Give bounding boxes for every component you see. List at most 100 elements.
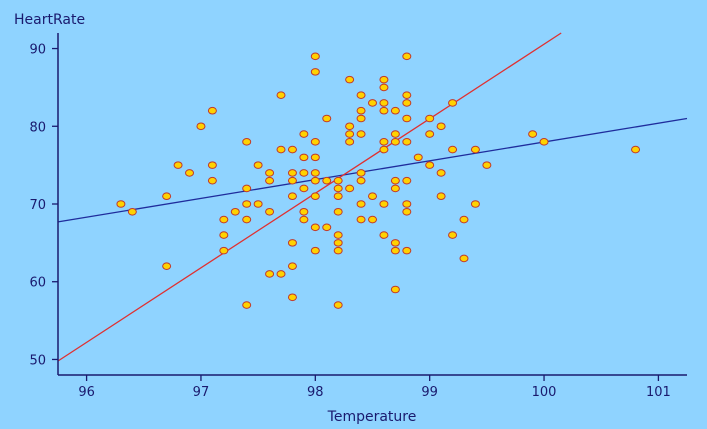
data-point [390, 106, 400, 115]
data-point [287, 293, 297, 302]
data-point [379, 83, 389, 92]
data-point [333, 207, 343, 216]
data-point [436, 122, 446, 131]
data-point [379, 200, 389, 208]
data-point [265, 270, 275, 278]
data-point [402, 114, 412, 123]
data-point [333, 192, 343, 201]
data-point [379, 138, 389, 146]
data-point [390, 138, 400, 146]
data-point [425, 161, 435, 169]
data-point [276, 145, 286, 154]
data-point [242, 184, 252, 193]
data-point [287, 176, 297, 185]
data-point [310, 246, 320, 255]
data-point [402, 200, 412, 208]
data-point [333, 301, 343, 309]
data-point [310, 169, 320, 177]
data-point [299, 130, 309, 138]
data-point [333, 231, 343, 239]
data-point [162, 192, 172, 201]
data-point [402, 207, 412, 216]
data-point [448, 145, 458, 154]
data-point [322, 176, 332, 185]
data-point [390, 184, 400, 193]
data-point [402, 176, 412, 185]
data-point [402, 138, 412, 146]
data-point [402, 246, 412, 255]
data-point [287, 145, 297, 154]
y-tick-label: 50 [29, 353, 46, 368]
data-point [368, 215, 377, 224]
data-point [379, 231, 389, 239]
x-tick-label: 101 [646, 385, 671, 400]
data-point [253, 200, 263, 208]
data-point [356, 106, 366, 115]
data-point [528, 130, 538, 138]
red-fit-line [57, 32, 562, 362]
data-point [356, 215, 366, 224]
data-point [379, 75, 389, 84]
data-point [333, 246, 343, 255]
x-axis-title: Temperature [327, 409, 417, 425]
data-point [436, 192, 446, 201]
data-point [345, 75, 355, 84]
data-point [310, 192, 320, 201]
data-point [402, 99, 412, 107]
data-point [390, 246, 400, 255]
data-point [219, 231, 229, 239]
data-point [310, 176, 320, 185]
data-point [413, 153, 423, 162]
data-point [345, 138, 355, 146]
data-point [482, 161, 492, 169]
data-point [631, 145, 641, 154]
x-tick-label: 96 [78, 385, 95, 400]
data-point [173, 161, 183, 169]
data-point [322, 223, 332, 232]
data-point [299, 215, 309, 224]
data-point [219, 215, 229, 224]
data-point [448, 99, 458, 107]
data-point [242, 215, 252, 224]
data-point [287, 239, 297, 247]
data-point [276, 91, 286, 99]
data-point [207, 176, 217, 185]
y-axis-title: HeartRate [14, 12, 85, 28]
data-point [436, 169, 446, 177]
data-point [253, 161, 263, 169]
data-point [196, 122, 206, 131]
data-point [448, 231, 458, 239]
data-point [425, 114, 435, 123]
data-point [242, 200, 252, 208]
data-point [333, 176, 343, 185]
data-point [230, 207, 240, 216]
y-axis-ticks: 50 60 70 80 90 [29, 43, 58, 368]
data-point [539, 138, 549, 146]
data-point [207, 106, 217, 115]
data-point [265, 169, 275, 177]
data-point [310, 138, 320, 146]
data-point [459, 254, 469, 263]
data-point [265, 207, 275, 216]
data-point [402, 52, 412, 61]
data-point [265, 176, 275, 185]
data-point [219, 246, 229, 255]
axes: 96 97 98 99 100 101 50 60 70 80 90 [29, 33, 687, 400]
data-point [116, 200, 126, 208]
data-point [299, 169, 309, 177]
data-point [287, 262, 297, 270]
y-tick-label: 90 [29, 43, 46, 58]
data-point [276, 270, 286, 278]
data-point [379, 99, 389, 107]
data-point [356, 130, 366, 138]
data-point [390, 130, 400, 138]
data-point [470, 145, 480, 154]
data-point [459, 215, 469, 224]
data-point [242, 301, 252, 309]
data-point [356, 91, 366, 99]
data-point [333, 239, 343, 247]
x-tick-label: 99 [421, 385, 438, 400]
data-point [310, 153, 320, 162]
data-point [390, 176, 400, 185]
